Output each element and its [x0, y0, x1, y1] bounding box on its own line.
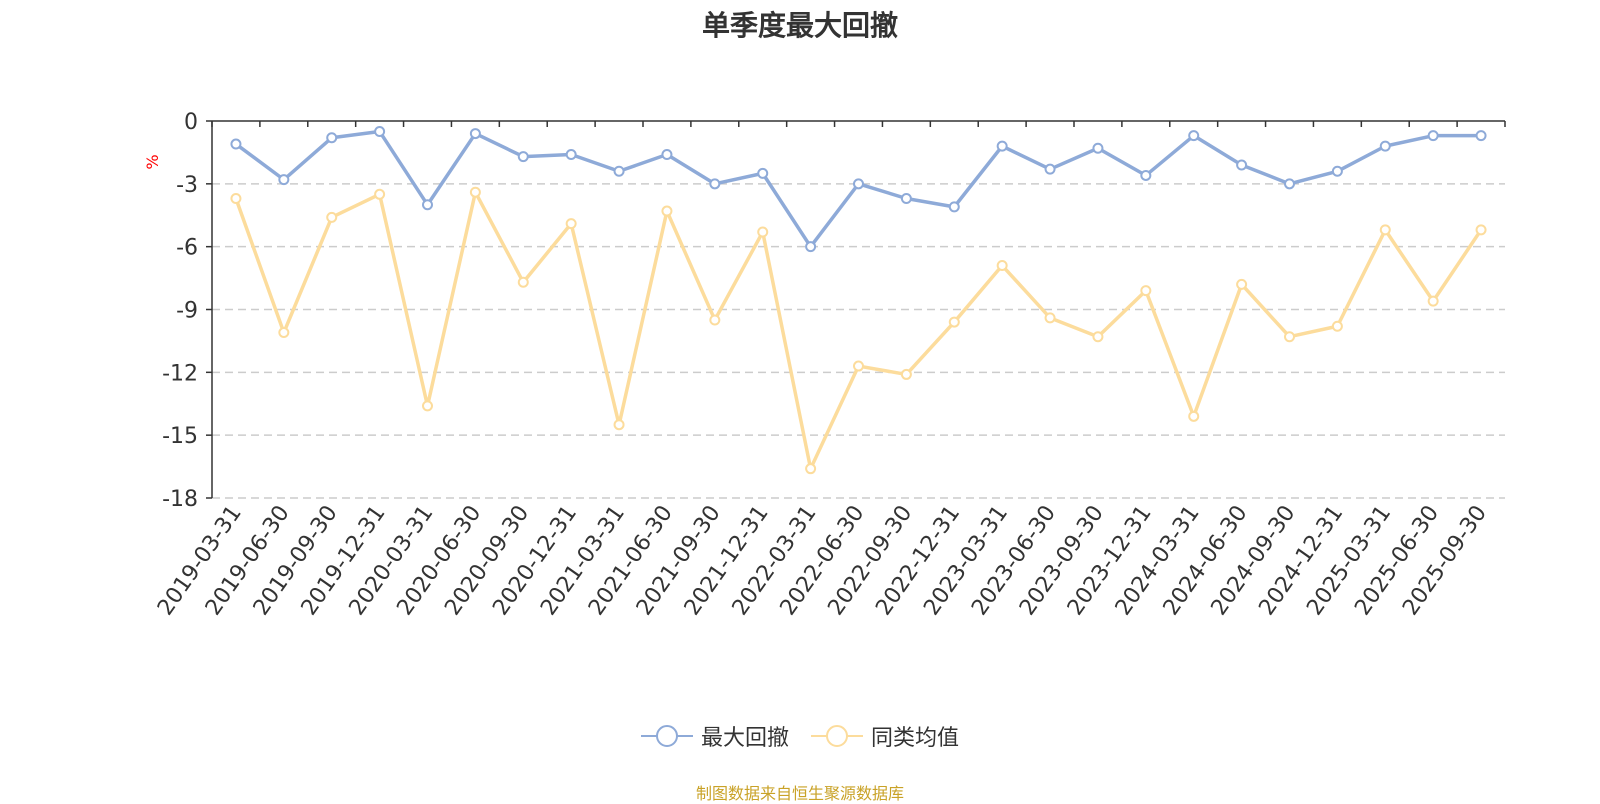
- y-tick-label: -9: [176, 299, 198, 324]
- chart-title: 单季度最大回撤: [701, 9, 898, 42]
- data-point: [374, 125, 386, 137]
- data-point: [900, 368, 912, 380]
- data-point: [1044, 312, 1056, 324]
- legend-swatch-icon: [640, 725, 693, 747]
- y-tick-label: -12: [162, 361, 198, 386]
- y-tick-label: -18: [162, 487, 198, 512]
- data-point: [230, 192, 242, 204]
- data-point: [374, 188, 386, 200]
- data-point: [565, 149, 577, 161]
- data-point: [853, 360, 864, 372]
- legend-label: 最大回撤: [700, 726, 789, 751]
- legend-label: 同类均值: [871, 726, 960, 751]
- data-point: [805, 241, 817, 253]
- data-point: [661, 149, 673, 161]
- data-point: [613, 419, 625, 431]
- data-point: [326, 211, 338, 223]
- data-point: [1044, 163, 1056, 175]
- series-1: [230, 125, 1487, 253]
- data-point: [1236, 159, 1248, 171]
- data-point: [1475, 224, 1487, 236]
- data-point: [1379, 224, 1391, 236]
- data-point: [278, 174, 290, 186]
- data-point: [1092, 331, 1104, 343]
- series-line: [234, 190, 1483, 471]
- series-2: [230, 186, 1487, 475]
- legend-item-1[interactable]: 最大回撤: [640, 720, 789, 752]
- source-note: 制图数据来自恒生聚源数据库: [695, 784, 904, 803]
- legend-swatch-marker: [655, 725, 678, 747]
- data-point: [996, 260, 1008, 272]
- data-point: [278, 327, 290, 339]
- legend-swatch-marker: [826, 725, 848, 747]
- line-chart: 0-3-6-9-12-15-18%2019-03-312019-06-30201…: [143, 110, 1506, 620]
- grid-lines: [212, 183, 1505, 499]
- data-point: [1188, 410, 1200, 422]
- data-point: [469, 128, 481, 140]
- data-point: [757, 226, 769, 238]
- data-point: [1331, 165, 1343, 177]
- data-point: [1379, 140, 1391, 152]
- data-point: [1284, 178, 1295, 190]
- data-point: [1140, 285, 1152, 297]
- data-point: [613, 165, 625, 177]
- data-point: [422, 199, 433, 211]
- legend-item-2[interactable]: 同类均值: [811, 720, 959, 752]
- data-point: [1092, 142, 1104, 154]
- data-point: [469, 186, 481, 198]
- legend: 最大回撤 同类均值: [0, 720, 1600, 752]
- data-point: [805, 463, 817, 475]
- data-point: [948, 316, 960, 328]
- data-point: [517, 151, 529, 163]
- data-point: [948, 201, 960, 213]
- data-point: [517, 276, 529, 288]
- axes: 0-3-6-9-12-15-18%2019-03-312019-06-30201…: [143, 110, 1506, 620]
- data-point: [1427, 130, 1439, 142]
- data-point: [326, 132, 338, 144]
- data-point: [565, 218, 577, 230]
- data-point: [1188, 130, 1200, 142]
- y-tick-label: -3: [176, 173, 198, 198]
- y-tick-label: 0: [184, 110, 198, 135]
- data-point: [996, 140, 1008, 152]
- legend-swatch-icon: [811, 725, 863, 747]
- data-point: [757, 167, 769, 179]
- data-point: [709, 314, 721, 326]
- y-tick-label: -15: [162, 424, 198, 449]
- y-tick-label: -6: [176, 236, 198, 261]
- data-point: [1331, 320, 1343, 332]
- data-point: [230, 138, 242, 150]
- data-point: [1475, 130, 1487, 142]
- data-point: [900, 192, 912, 204]
- data-point: [709, 178, 721, 190]
- data-point: [1427, 295, 1439, 307]
- data-point: [1140, 169, 1152, 181]
- data-point: [1284, 331, 1295, 343]
- y-axis-label: %: [143, 154, 162, 169]
- series-layer: [230, 125, 1487, 475]
- data-point: [661, 205, 673, 217]
- data-point: [1236, 278, 1248, 290]
- data-point: [422, 400, 433, 412]
- data-point: [853, 178, 864, 190]
